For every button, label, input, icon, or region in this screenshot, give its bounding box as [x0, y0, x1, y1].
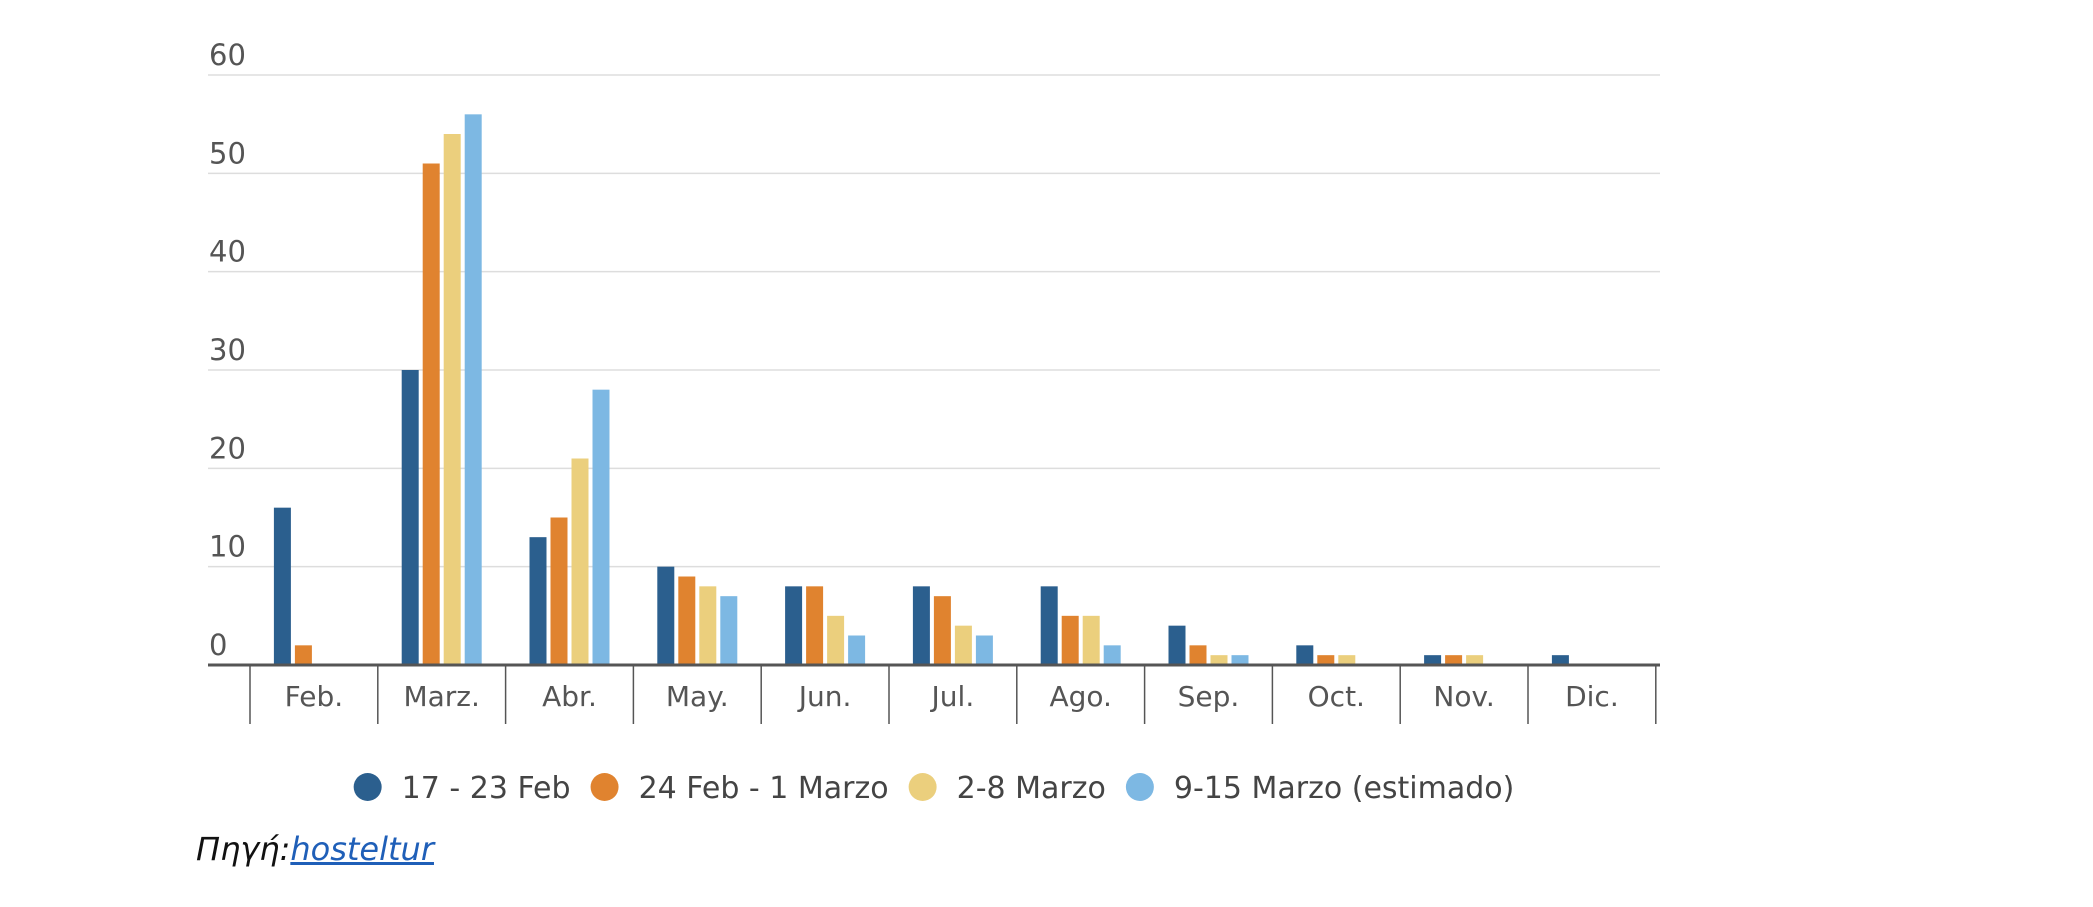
bar: [529, 537, 547, 665]
x-tick-label: May.: [666, 680, 729, 713]
legend-swatch: [908, 773, 937, 801]
source-note: Πηγή:hosteltur: [196, 830, 434, 868]
bar: [848, 635, 866, 665]
legend: 17 - 23 Feb 24 Feb - 1 Marzo 2-8 Marzo 9-15…: [353, 771, 1514, 806]
x-tick-label: Dic.: [1565, 680, 1619, 713]
bar: [294, 645, 312, 665]
y-tick-label: 10: [209, 530, 246, 564]
bar: [720, 596, 738, 665]
bar: [1424, 655, 1442, 665]
bar: [1551, 655, 1569, 665]
legend-item: 2-8 Marzo: [908, 771, 1106, 806]
x-tick-label: Oct.: [1308, 680, 1365, 713]
x-tick-label: Nov.: [1433, 680, 1494, 713]
legend-label: 9-15 Marzo (estimado): [1174, 771, 1514, 806]
y-tick-label: 60: [209, 38, 246, 72]
bar: [785, 586, 803, 665]
bar: [954, 625, 972, 665]
legend-swatch: [1125, 773, 1154, 801]
bar: [678, 576, 696, 665]
legend-item: 17 - 23 Feb: [353, 771, 571, 806]
bar: [933, 596, 951, 665]
bars: [273, 114, 1569, 666]
legend-swatch: [353, 773, 382, 801]
x-tick-label: Sep.: [1178, 680, 1240, 713]
bar: [1317, 655, 1335, 665]
bar: [1082, 615, 1100, 665]
bar: [912, 586, 930, 665]
legend-label: 17 - 23 Feb: [402, 771, 571, 806]
legend-label: 24 Feb - 1 Marzo: [639, 771, 889, 806]
legend-item: 24 Feb - 1 Marzo: [590, 771, 889, 806]
bar: [827, 615, 845, 665]
legend-label: 2-8 Marzo: [957, 771, 1106, 806]
bar: [699, 586, 717, 665]
bar: [571, 458, 589, 665]
bar: [401, 370, 419, 665]
bar: [1061, 615, 1079, 665]
legend-swatch: [590, 773, 619, 801]
bar: [273, 507, 291, 665]
bar: [550, 517, 568, 665]
source-link[interactable]: hosteltur: [290, 830, 434, 868]
x-tick-label: Feb.: [285, 680, 343, 713]
y-tick-labels: 0 10 20 30 40 50 60: [209, 38, 246, 662]
bar: [1445, 655, 1463, 665]
bar: [1189, 645, 1207, 665]
bar: [1338, 655, 1356, 665]
x-tick-label: Ago.: [1049, 680, 1111, 713]
legend-item: 9-15 Marzo (estimado): [1125, 771, 1514, 806]
x-tick-label: Jun.: [797, 680, 852, 713]
bar: [1040, 586, 1058, 665]
y-tick-label: 30: [209, 333, 246, 367]
x-axis: Feb. Marz. Abr. May. Jun. Jul. Ago. Sep. Oct. Nov…: [208, 663, 1660, 724]
bar: [1103, 645, 1121, 665]
bar: [1466, 655, 1484, 665]
x-tick-label: Abr.: [542, 680, 597, 713]
bar: [1296, 645, 1314, 665]
bar: [657, 566, 675, 665]
bar: [975, 635, 993, 665]
bar: [1168, 625, 1186, 665]
bar: [464, 114, 482, 666]
bar: [1210, 655, 1228, 665]
bar: [422, 163, 440, 665]
source-prefix: Πηγή:: [196, 830, 291, 868]
bar: [1231, 655, 1249, 665]
x-tick-label: Jul.: [930, 680, 975, 713]
bar: [443, 134, 461, 665]
y-tick-label: 50: [209, 136, 246, 170]
y-tick-label: 40: [209, 235, 246, 269]
bar: [592, 389, 610, 665]
y-tick-label: 20: [209, 431, 246, 465]
x-tick-label: Marz.: [403, 680, 479, 713]
y-tick-label: 0: [209, 628, 227, 662]
bar: [806, 586, 824, 665]
